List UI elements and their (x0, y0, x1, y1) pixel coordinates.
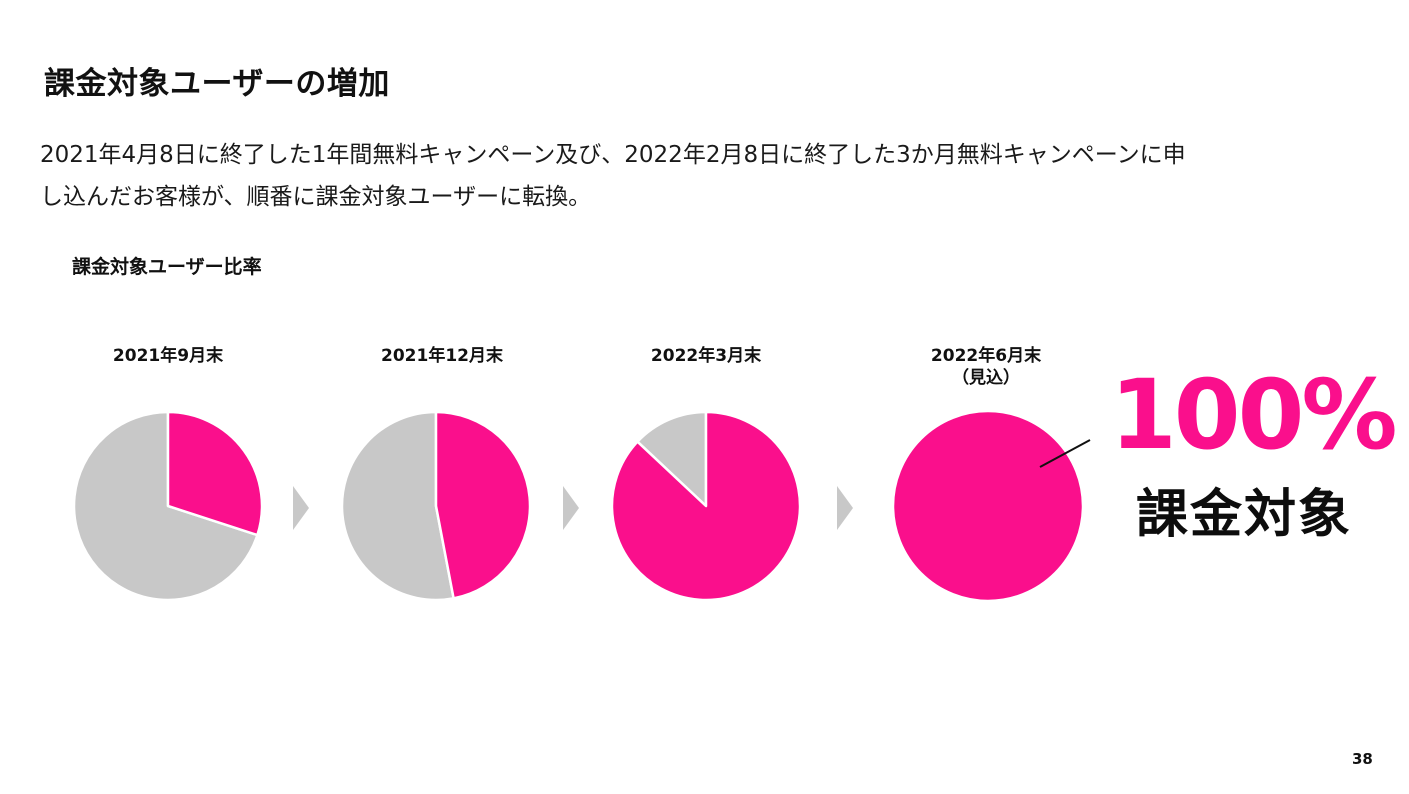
chevron-right-icon (293, 486, 309, 530)
pie-label-2022-03: 2022年3月末 (606, 345, 806, 367)
description-line-1: 2021年4月8日に終了した1年間無料キャンペーン及び、2022年2月8日に終了… (40, 142, 1186, 168)
chart-title: 課金対象ユーザー比率 (72, 256, 262, 278)
chevron-right-icon (837, 486, 853, 530)
pie-slice-other (340, 410, 455, 602)
pie-label-2021-12: 2021年12月末 (342, 345, 542, 367)
pie-label-2021-09: 2021年9月末 (68, 345, 268, 367)
callout-leader-line (1039, 439, 1091, 468)
callout-caption: 課金対象 (1136, 485, 1353, 545)
pie-slice-other (636, 410, 708, 508)
chevron-right-icon (563, 486, 579, 530)
pie-label-text: 2021年12月末 (381, 346, 503, 366)
pie-sublabel-forecast: （見込） (952, 368, 1020, 388)
description: 2021年4月8日に終了した1年間無料キャンペーン及び、2022年2月8日に終了… (40, 134, 1370, 218)
pie-slice-other (72, 410, 259, 602)
pie-label-2022-06: 2022年6月末 （見込） (886, 345, 1086, 389)
description-line-2: し込んだお客様が、順番に課金対象ユーザーに転換。 (40, 184, 592, 210)
pie-slice-billable (166, 410, 264, 537)
pie-label-text: 2022年3月末 (650, 346, 762, 366)
page-number: 38 (1352, 750, 1373, 768)
slide-title: 課金対象ユーザーの増加 (44, 66, 390, 102)
callout-value: 100% (1110, 359, 1398, 471)
pie-slice-billable (434, 410, 532, 600)
pie-slice-billable (610, 410, 802, 602)
pie-label-text: 2021年9月末 (112, 346, 224, 366)
pie-label-text: 2022年6月末 (930, 346, 1042, 366)
pie-slice-billable (891, 409, 1085, 603)
